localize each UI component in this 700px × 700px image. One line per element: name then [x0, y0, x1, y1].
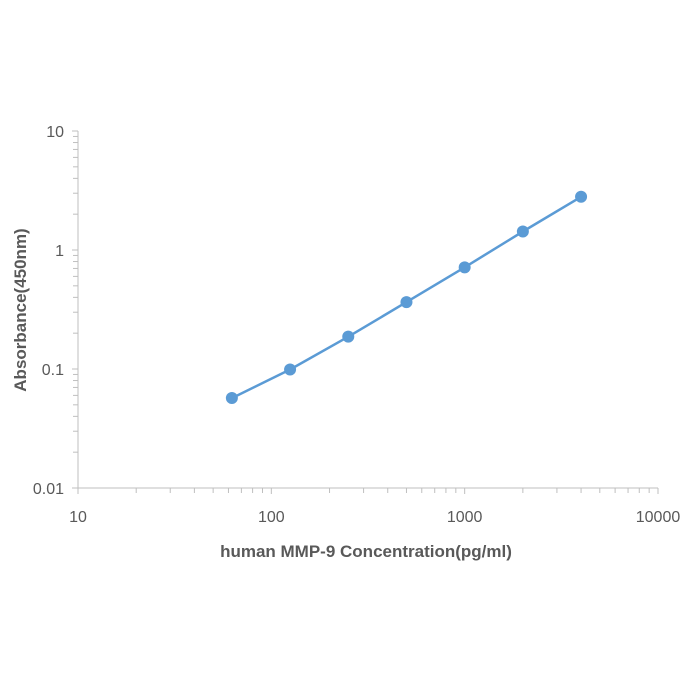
y-tick-label: 10 — [46, 124, 64, 141]
data-point — [575, 190, 588, 203]
data-point — [342, 330, 355, 343]
x-tick-label: 10000 — [636, 509, 681, 526]
data-series — [225, 190, 588, 405]
data-point — [458, 261, 471, 274]
y-tick-label: 0.01 — [33, 481, 64, 498]
x-axis-title: human MMP-9 Concentration(pg/ml) — [220, 542, 512, 561]
data-point — [516, 225, 529, 238]
data-point — [284, 363, 297, 376]
y-axis-title: Absorbance(450nm) — [11, 228, 30, 391]
data-point — [225, 392, 238, 405]
tick-labels: 10 100 1000 10000 0.01 0.1 1 10 — [33, 124, 680, 526]
x-tick-label: 100 — [258, 509, 285, 526]
axes — [72, 130, 659, 494]
y-tick-label: 1 — [55, 243, 64, 260]
x-tick-label: 10 — [69, 509, 87, 526]
data-point — [400, 296, 413, 309]
y-tick-label: 0.1 — [42, 362, 64, 379]
x-tick-label: 1000 — [447, 509, 483, 526]
